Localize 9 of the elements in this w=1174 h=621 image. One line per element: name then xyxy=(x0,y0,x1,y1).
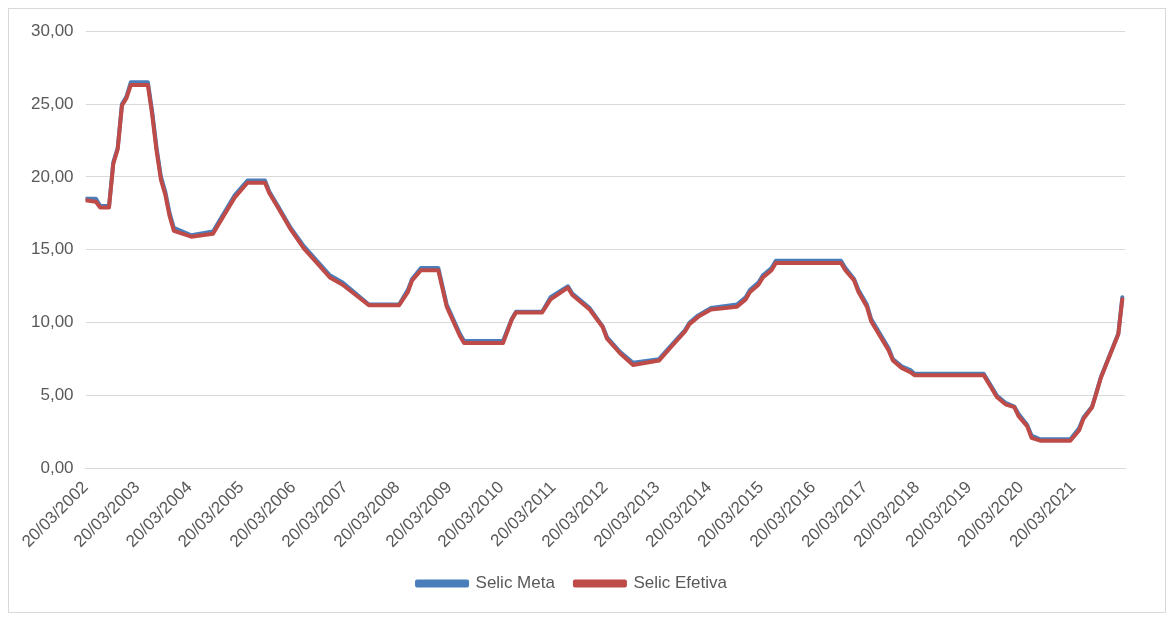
y-tick-label: 20,00 xyxy=(30,166,74,186)
legend-label: Selic Efetiva xyxy=(633,573,728,593)
y-tick-label: 0,00 xyxy=(40,458,74,478)
y-tick-label: 5,00 xyxy=(40,385,74,405)
legend-label: Selic Meta xyxy=(475,573,556,593)
y-tick-label: 15,00 xyxy=(30,239,74,259)
y-tick-label: 25,00 xyxy=(30,93,74,113)
y-tick-label: 10,00 xyxy=(30,312,74,332)
y-tick-label: 30,00 xyxy=(30,20,74,40)
